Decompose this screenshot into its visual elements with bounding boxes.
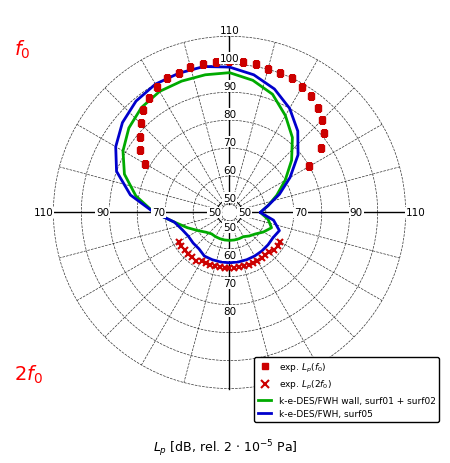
- Text: 100: 100: [220, 54, 239, 64]
- Text: 110: 110: [405, 208, 425, 218]
- Text: 80: 80: [223, 307, 236, 316]
- Text: 90: 90: [96, 208, 109, 218]
- Text: 70: 70: [223, 138, 236, 147]
- Text: $f_0$: $f_0$: [14, 38, 30, 61]
- Text: 70: 70: [294, 208, 307, 218]
- Text: 50: 50: [208, 208, 221, 218]
- Text: 90: 90: [350, 208, 363, 218]
- Text: 60: 60: [223, 165, 236, 175]
- Text: $2f_0$: $2f_0$: [14, 363, 42, 385]
- Text: 50: 50: [238, 208, 251, 218]
- Text: 50: 50: [223, 193, 236, 203]
- Text: 60: 60: [223, 250, 236, 261]
- Text: 110: 110: [34, 208, 54, 218]
- Legend: exp. $L_p(f_0)$, exp. $L_p(2f_0)$, k-e-DES/FWH wall, surf01 + surf02, k-e-DES/FW: exp. $L_p(f_0)$, exp. $L_p(2f_0)$, k-e-D…: [254, 357, 439, 422]
- Text: 50: 50: [223, 223, 236, 233]
- Text: 70: 70: [152, 208, 165, 218]
- Text: 80: 80: [223, 110, 236, 119]
- Text: 70: 70: [223, 279, 236, 288]
- Text: 90: 90: [223, 81, 236, 92]
- Text: $L_p$ [dB, rel. 2 $\cdot$ 10$^{-5}$ Pa]: $L_p$ [dB, rel. 2 $\cdot$ 10$^{-5}$ Pa]: [153, 438, 297, 458]
- Text: 110: 110: [220, 26, 239, 36]
